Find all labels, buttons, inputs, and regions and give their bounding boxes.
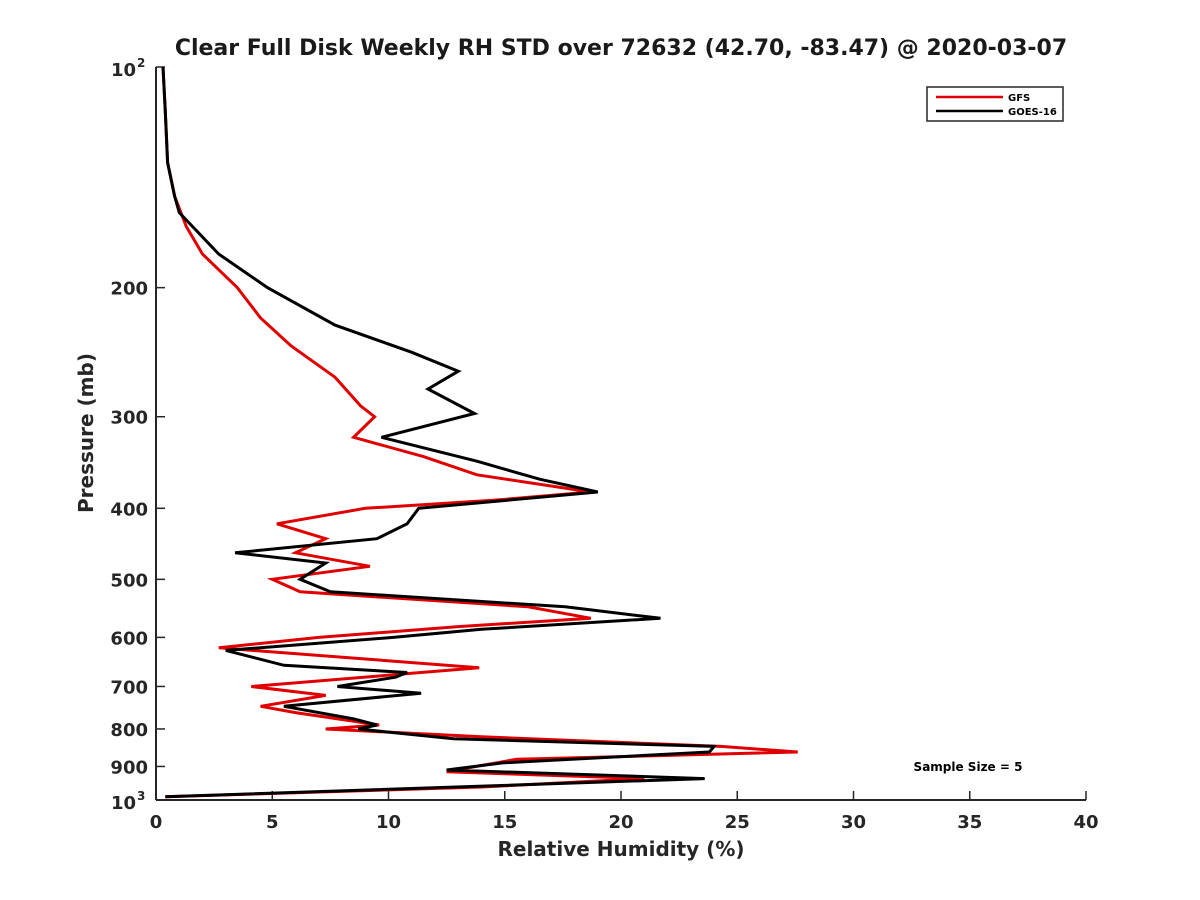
y-tick-label: 800 [110,720,148,741]
x-tick-label: 25 [725,812,750,833]
x-tick-label: 0 [150,812,163,833]
sample-size-annotation: Sample Size = 5 [914,760,1023,774]
y-tick-label: 700 [110,677,148,698]
legend-box [926,86,1064,122]
series-line-goes-16 [161,66,718,799]
x-ticks: 0 5 10 15 20 25 30 35 40 [150,791,1099,833]
chart-title: Clear Full Disk Weekly RH STD over 72632… [175,36,1067,61]
x-tick-label: 15 [492,812,517,833]
series-line-gfs [161,66,798,799]
y-tick-label: 500 [110,570,148,591]
x-tick-label: 35 [957,812,982,833]
x-tick-label: 40 [1073,812,1098,833]
x-tick-label: 30 [841,812,866,833]
x-axis-label: Relative Humidity (%) [497,837,744,861]
y-tick-label: 300 [110,408,148,429]
y-axis-label: Pressure (mb) [74,353,98,513]
y-tick-label: 10 [111,793,136,814]
legend: GFS GOES-16 [926,86,1064,122]
y-tick-exponent: 3 [137,789,145,803]
x-tick-label: 5 [266,812,279,833]
plot-area: 0 5 10 15 20 25 30 35 40 10 220030040050060070080… [110,56,1098,833]
y-tick-label: 400 [110,499,148,520]
y-tick-exponent: 2 [137,56,145,70]
x-tick-label: 20 [608,812,633,833]
series-lines [161,66,798,799]
y-tick-label: 900 [110,757,148,778]
legend-label: GOES-16 [1008,107,1057,118]
y-tick-label: 600 [110,628,148,649]
x-tick-label: 10 [376,812,401,833]
legend-label: GFS [1008,93,1030,104]
y-tick-label: 200 [110,279,148,300]
y-tick-label: 10 [111,60,136,81]
